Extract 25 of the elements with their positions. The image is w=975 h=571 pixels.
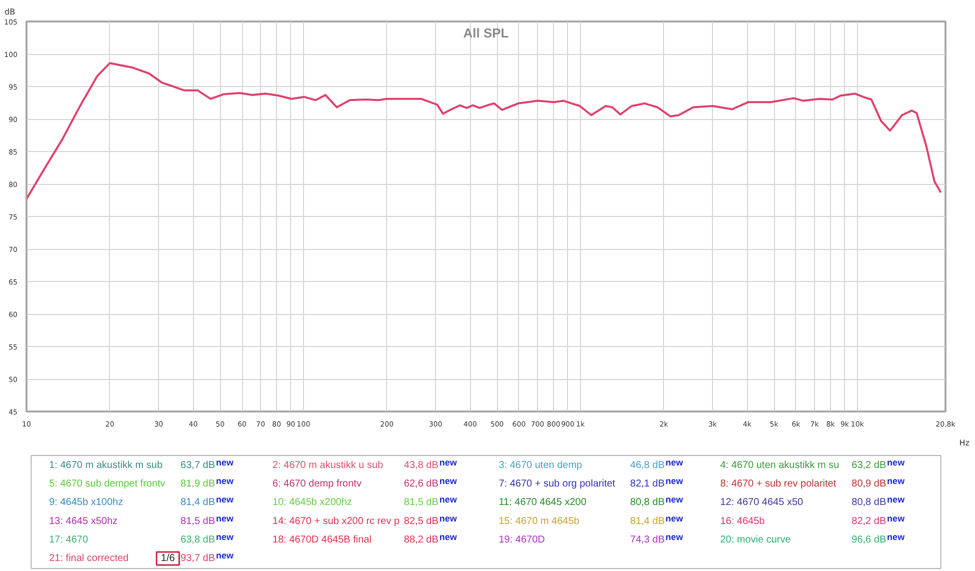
text: 5: 4670 sub dempet frontv bbox=[49, 478, 166, 490]
text: 20: movie curve bbox=[720, 534, 792, 546]
text: 10: 4645b x200hz bbox=[272, 497, 352, 508]
text: 8: 4670 + sub rev polaritet bbox=[720, 478, 836, 490]
text: 7: 4670 + sub org polaritet bbox=[498, 478, 616, 490]
text: 18: 4670D 4645B final bbox=[272, 534, 372, 546]
text: 1: 4670 m akustikk m sub bbox=[49, 460, 163, 471]
text: 12: 4670 4645 x50 bbox=[720, 497, 804, 508]
text: 14: 4670 + sub x200 rc rev p bbox=[272, 516, 400, 527]
text: 21: final corrected bbox=[49, 553, 129, 564]
chart-title: All SPL bbox=[463, 26, 509, 40]
y-axis-title: dB bbox=[4, 8, 16, 16]
text: 2: 4670 m akustikk u sub bbox=[272, 460, 384, 471]
text: 9: 4645b x100hz bbox=[49, 497, 124, 508]
text: 6: 4670 demp frontv bbox=[272, 478, 362, 490]
text: 13: 4645 x50hz bbox=[49, 516, 118, 527]
text: 15: 4670 m 4645b bbox=[498, 516, 580, 527]
text: 16: 4645b bbox=[720, 516, 766, 527]
text: 11: 4670 4645 x200 bbox=[498, 497, 587, 508]
text: 19: 4670D bbox=[498, 534, 545, 546]
text: 1/6 bbox=[160, 553, 176, 564]
text: 3: 4670 uten demp bbox=[498, 460, 583, 471]
text: 4: 4670 uten akustikk m su bbox=[720, 460, 840, 471]
text: 17: 4670 bbox=[49, 534, 88, 546]
x-axis-title: Hz bbox=[959, 438, 970, 448]
